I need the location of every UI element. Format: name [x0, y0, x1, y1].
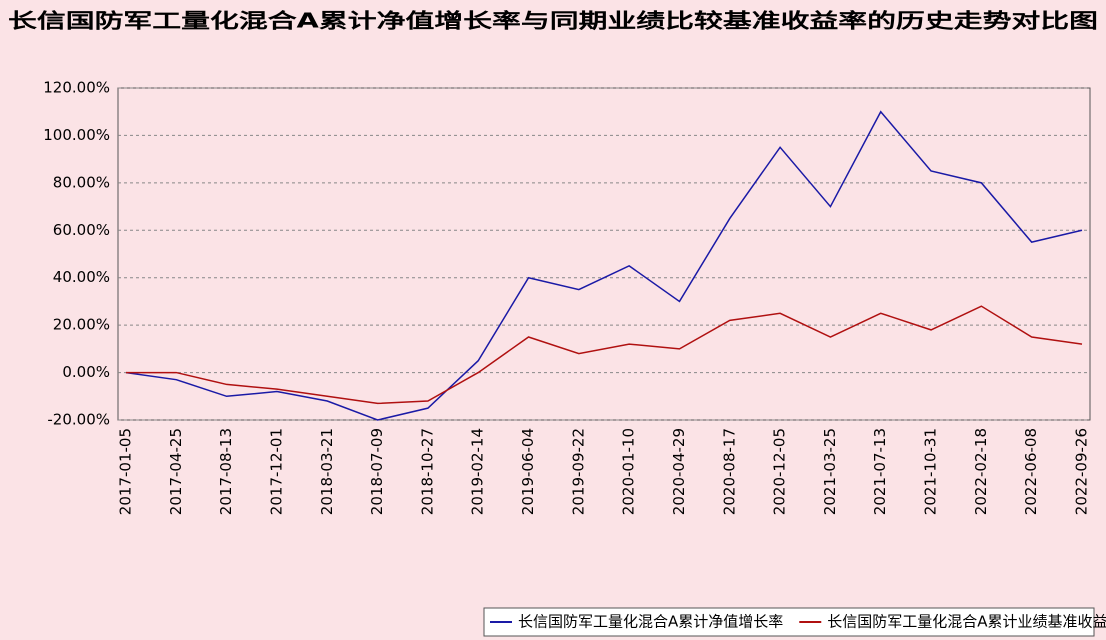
- y-tick-label: 80.00%: [53, 173, 110, 191]
- y-tick-label: 120.00%: [43, 79, 110, 97]
- y-tick-label: 60.00%: [53, 221, 110, 239]
- y-tick-label: 40.00%: [53, 268, 110, 286]
- x-tick-label: 2018-07-09: [368, 428, 386, 515]
- x-tick-label: 2021-07-13: [871, 428, 889, 515]
- plot-area: [117, 87, 1091, 421]
- line-series: [125, 110, 1083, 421]
- y-tick-label: 20.00%: [53, 316, 110, 334]
- legend-label: 长信国防军工量化混合A累计业绩基准收益率: [827, 613, 1106, 631]
- y-tick-label: -20.00%: [47, 411, 110, 429]
- x-tick-label: 2021-03-25: [821, 428, 839, 515]
- x-tick-label: 2020-01-10: [620, 428, 638, 515]
- x-tick-label: 2019-09-22: [569, 428, 587, 515]
- x-tick-label: 2018-03-21: [318, 428, 336, 515]
- x-tick-label: 2022-02-18: [972, 428, 990, 515]
- x-tick-label: 2017-12-01: [267, 428, 285, 515]
- x-tick-label: 2020-04-29: [670, 428, 688, 515]
- x-tick-label: 2019-06-04: [519, 428, 537, 515]
- x-tick-label: 2020-08-17: [720, 428, 738, 515]
- x-tick-label: 2022-09-26: [1073, 428, 1091, 515]
- x-tick-label: 2021-10-31: [922, 428, 940, 515]
- y-tick-label: 100.00%: [43, 126, 110, 144]
- y-tick-label: 0.00%: [62, 363, 110, 381]
- x-tick-label: 2020-12-05: [771, 428, 789, 515]
- x-tick-label: 2019-02-14: [469, 428, 487, 515]
- line-series: [126, 305, 1083, 405]
- legend-label: 长信国防军工量化混合A累计净值增长率: [518, 613, 783, 631]
- legend-box: [483, 607, 1095, 637]
- x-tick-label: 2017-04-25: [167, 428, 185, 515]
- x-tick-label: 2017-01-05: [117, 428, 135, 515]
- x-tick-label: 2022-06-08: [1022, 428, 1040, 515]
- x-tick-label: 2017-08-13: [217, 428, 235, 515]
- chart-title: 长信国防军工量化混合A累计净值增长率与同期业绩比较基准收益率的历史走势对比图: [8, 9, 1098, 33]
- x-tick-label: 2018-10-27: [418, 428, 436, 515]
